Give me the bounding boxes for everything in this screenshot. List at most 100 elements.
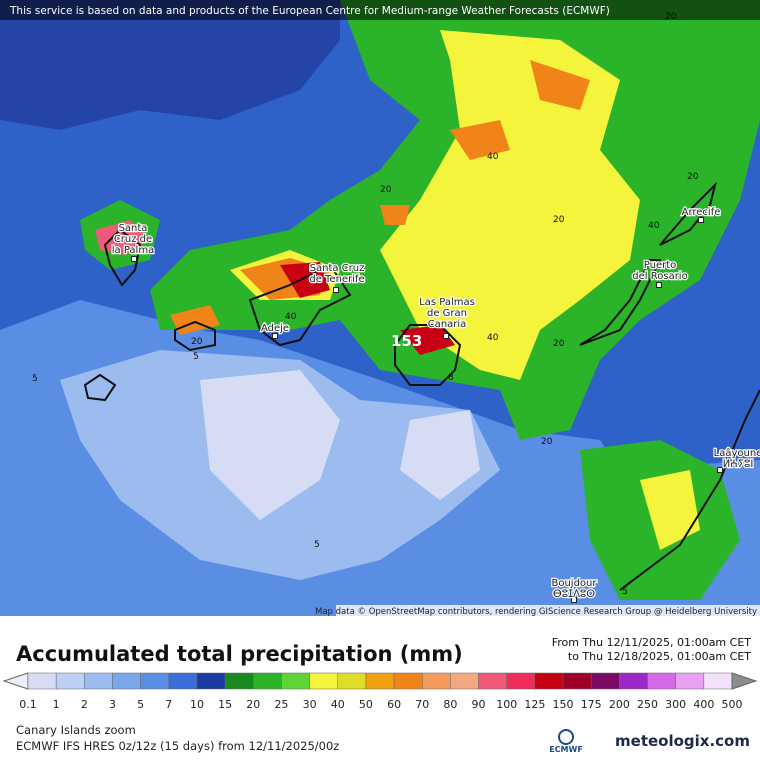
color-scale: 0.1 1 2 3 5 7 10 15 20 25 30 40 50 60 70 80 90 100 125 150 1… — [2, 672, 758, 711]
place-label: Canaria — [428, 319, 467, 330]
brand: meteologix.com — [615, 732, 750, 750]
scale-cell — [647, 672, 676, 690]
place-label: Santa Cruz — [310, 263, 365, 274]
scale-label: 2 — [81, 698, 88, 711]
contour-label: 20 — [541, 437, 553, 447]
contour-label: 40 — [487, 152, 499, 162]
place-label: Santa — [119, 223, 148, 234]
place-label: del Rosario — [632, 271, 687, 282]
scale-label: 60 — [387, 698, 401, 711]
scale-arrow — [2, 672, 29, 690]
scale-cell — [140, 672, 170, 690]
place-marker — [656, 282, 662, 288]
contour-label: 5 — [622, 587, 628, 597]
ecmwf-icon — [558, 729, 574, 745]
scale-label: 90 — [472, 698, 486, 711]
scale-cell — [703, 672, 733, 690]
scale-cell — [55, 672, 85, 690]
scale-label: 5 — [137, 698, 144, 711]
contour-label: 40 — [648, 221, 660, 231]
place-label: Las Palmas — [419, 297, 475, 308]
scale-label: 50 — [359, 698, 373, 711]
contour-label: 20 — [553, 339, 565, 349]
contour-label: 40 — [285, 312, 297, 322]
place-marker — [443, 333, 449, 339]
scale-label: 80 — [443, 698, 457, 711]
place-label: de Gran — [427, 308, 467, 319]
place-label: ⴱⵓⵊⴷⵓⵔ — [553, 589, 595, 600]
scale-cell — [224, 672, 254, 690]
scale-cell — [281, 672, 310, 690]
scale-label: 0.1 — [19, 698, 37, 711]
place-marker — [698, 217, 704, 223]
place-label: de Tenerife — [309, 274, 364, 285]
scale-label: 175 — [581, 698, 602, 711]
scale-label: 300 — [665, 698, 686, 711]
contour-label: 40 — [487, 333, 499, 343]
scale-cell — [112, 672, 141, 690]
scale-cell — [337, 672, 367, 690]
scale-label: 1 — [53, 698, 60, 711]
scale-label: 100 — [496, 698, 517, 711]
scale-cell — [534, 672, 564, 690]
place-label: Adeje — [261, 323, 289, 334]
scale-label: 250 — [637, 698, 658, 711]
scale-cell — [365, 672, 395, 690]
max-label: 153 — [391, 332, 422, 350]
place-marker — [333, 287, 339, 293]
contour-label: 20 — [380, 185, 392, 195]
contour-label: 20 — [553, 215, 565, 225]
contour-label: 8 — [448, 373, 454, 383]
place-marker — [272, 333, 278, 339]
scale-cell — [675, 672, 705, 690]
scale-label: 20 — [246, 698, 260, 711]
map: 20 20 40 20 40 20 40 20 5 5 153 40 20 20… — [0, 0, 760, 617]
scale-label: 500 — [722, 698, 743, 711]
scale-label: 40 — [331, 698, 345, 711]
scale-label: 10 — [190, 698, 204, 711]
scale-cell — [168, 672, 198, 690]
scale-cell — [506, 672, 536, 690]
legend-title: Accumulated total precipitation (mm) — [16, 642, 463, 666]
scale-label: 15 — [218, 698, 232, 711]
place-label: la Palma — [112, 245, 154, 256]
scale-cell — [619, 672, 648, 690]
place-label: Cruz de — [114, 234, 152, 245]
scale-label: 7 — [165, 698, 172, 711]
map-credit: Map data © OpenStreetMap contributors, r… — [315, 607, 757, 617]
contour-label: 20 — [687, 172, 699, 182]
scale-cell — [27, 672, 57, 690]
contour-label: 20 — [191, 337, 203, 347]
scale-cell — [84, 672, 113, 690]
scale-cell — [253, 672, 282, 690]
scale-label: 70 — [415, 698, 429, 711]
scale-cell — [196, 672, 226, 690]
contour-label: 5 — [193, 352, 199, 362]
place-label: Laâyoune — [714, 447, 760, 459]
scale-cell — [309, 672, 339, 690]
region: Canary Islands zoom — [16, 723, 136, 737]
place-marker — [131, 256, 137, 262]
scale-label: 3 — [109, 698, 116, 711]
scale-cell — [478, 672, 507, 690]
place-label: Puerto — [644, 260, 677, 271]
from-time: From Thu 12/11/2025, 01:00am CET — [552, 636, 752, 649]
scale-label: 200 — [609, 698, 630, 711]
scale-cell — [590, 672, 620, 690]
scale-cell — [393, 672, 423, 690]
place-label: ⵍⵄⵢⵓⵏ — [723, 459, 754, 470]
place-marker — [717, 467, 723, 473]
contour-label: 5 — [314, 540, 320, 550]
scale-label: 150 — [553, 698, 574, 711]
scale-label: 125 — [524, 698, 545, 711]
contour-label: 5 — [32, 374, 38, 384]
place-label: Boujdour — [551, 578, 597, 589]
scale-cell — [421, 672, 451, 690]
scale-cell — [450, 672, 479, 690]
scale-arrow — [731, 672, 758, 690]
scale-cell — [562, 672, 592, 690]
ecmwf-logo: ECMWF — [549, 745, 583, 754]
to-time: to Thu 12/18/2025, 01:00am CET — [568, 650, 751, 663]
